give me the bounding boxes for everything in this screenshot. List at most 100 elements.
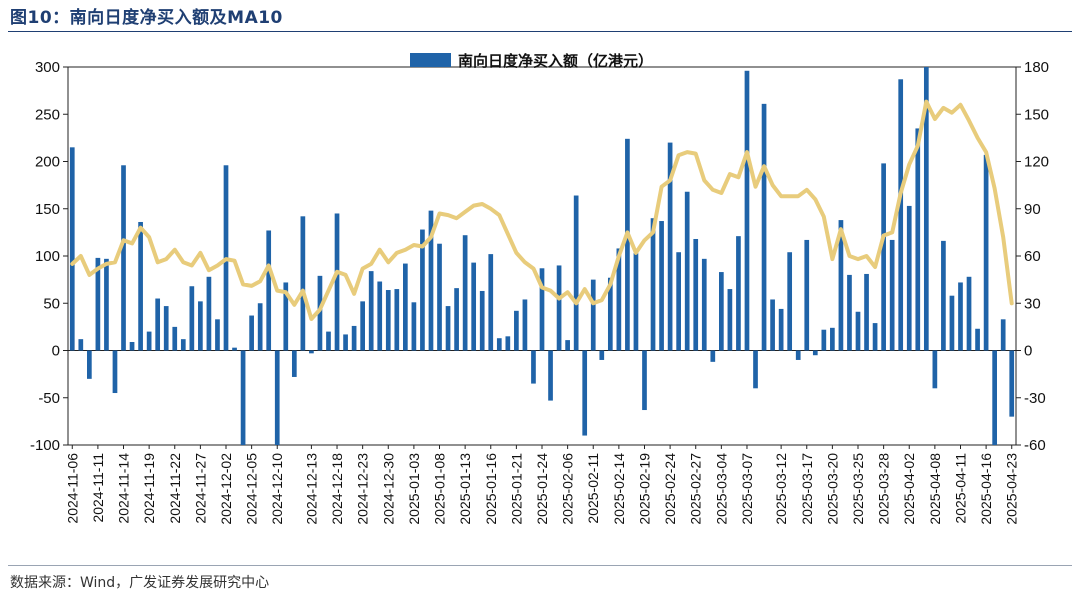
x-axis-tick-label: 2025-01-08 bbox=[432, 453, 448, 525]
bar bbox=[411, 302, 417, 351]
legend-swatch-bar bbox=[410, 53, 451, 67]
legend-label-daily-net-buy: 南向日度净买入额（亿港元） bbox=[458, 52, 653, 70]
bar bbox=[514, 310, 519, 351]
bar bbox=[727, 289, 733, 351]
bar bbox=[462, 235, 468, 351]
left-axis-tick-label: 0 bbox=[52, 343, 60, 360]
plot-frame bbox=[67, 66, 1017, 446]
bar bbox=[539, 268, 545, 351]
bar bbox=[479, 290, 485, 351]
x-axis-tick-label: 2025-01-24 bbox=[534, 453, 550, 525]
bar bbox=[556, 265, 562, 351]
bar bbox=[753, 350, 758, 389]
bar bbox=[966, 276, 972, 351]
bar bbox=[180, 339, 186, 351]
bar bbox=[496, 338, 502, 351]
bar bbox=[360, 301, 365, 351]
bar bbox=[923, 67, 929, 351]
x-axis-tick-label: 2025-02-14 bbox=[611, 453, 627, 525]
bar bbox=[983, 154, 989, 351]
bar bbox=[590, 279, 596, 351]
ma10-line bbox=[70, 99, 1014, 321]
x-axis-tick-label: 2025-01-21 bbox=[508, 453, 524, 525]
x-axis-tick-label: 2025-02-24 bbox=[662, 453, 678, 525]
bar bbox=[616, 248, 622, 351]
bar bbox=[881, 163, 886, 351]
bar bbox=[87, 350, 92, 379]
bar-series-daily-net-buy bbox=[69, 67, 1015, 445]
right-axis-tick-label: 180 bbox=[1024, 59, 1049, 76]
bar bbox=[607, 277, 613, 351]
bar bbox=[1000, 319, 1006, 351]
bar bbox=[710, 350, 716, 362]
x-axis-tick-label: 2024-12-23 bbox=[355, 453, 371, 525]
bar bbox=[548, 350, 553, 401]
bar bbox=[812, 350, 818, 356]
bar bbox=[744, 70, 750, 351]
bar bbox=[189, 286, 195, 351]
bar bbox=[163, 306, 169, 351]
bar bbox=[240, 350, 246, 445]
bar bbox=[155, 298, 161, 351]
bar bbox=[830, 327, 835, 351]
x-axis-tick-label: 2025-04-11 bbox=[952, 453, 968, 524]
bar bbox=[351, 325, 357, 351]
bar bbox=[804, 239, 810, 351]
bar bbox=[975, 328, 980, 351]
right-axis-tick-label: 60 bbox=[1024, 248, 1041, 265]
bar bbox=[206, 276, 212, 351]
bar bbox=[864, 273, 869, 351]
bar bbox=[573, 195, 579, 351]
bar bbox=[889, 239, 895, 351]
bar bbox=[736, 236, 741, 351]
left-axis-tick-label: 150 bbox=[35, 201, 60, 218]
x-axis-tick-label: 2025-03-20 bbox=[824, 453, 840, 525]
bar bbox=[146, 331, 152, 351]
left-axis-tick-label: 200 bbox=[35, 154, 60, 171]
bar bbox=[915, 128, 921, 351]
bar bbox=[676, 252, 681, 351]
x-axis-tick-label: 2025-03-28 bbox=[876, 453, 892, 525]
bar bbox=[949, 295, 955, 351]
x-axis-tick-label: 2024-11-11 bbox=[90, 453, 106, 523]
left-axis-tick-label: 300 bbox=[35, 59, 60, 76]
x-axis-tick-label: 2025-04-16 bbox=[978, 453, 994, 525]
bar bbox=[898, 79, 904, 351]
bar bbox=[420, 229, 425, 351]
bar bbox=[958, 282, 963, 351]
x-axis-tick-label: 2024-12-05 bbox=[244, 453, 260, 525]
bar bbox=[522, 299, 528, 351]
bar bbox=[1009, 350, 1015, 417]
bar bbox=[625, 138, 630, 351]
right-axis-tick-label: 90 bbox=[1024, 201, 1041, 218]
bar bbox=[847, 274, 852, 351]
right-axis-tick-label: -60 bbox=[1024, 437, 1046, 454]
x-axis-tick-label: 2025-04-02 bbox=[901, 453, 917, 525]
x-axis-tick-label: 2025-02-27 bbox=[688, 453, 704, 525]
bar bbox=[385, 290, 391, 351]
bar bbox=[403, 263, 408, 351]
bar bbox=[650, 218, 656, 351]
line-series-ma10 bbox=[70, 99, 1014, 321]
bar bbox=[95, 257, 101, 351]
left-axis-tick-label: -50 bbox=[38, 390, 60, 407]
bar bbox=[377, 281, 383, 351]
x-axis-tick-label: 2024-12-30 bbox=[380, 453, 396, 525]
x-axis-tick-label: 2024-11-27 bbox=[192, 453, 208, 524]
bar bbox=[257, 303, 263, 351]
bar bbox=[291, 350, 297, 377]
x-axis-tick-label: 2024-11-14 bbox=[116, 453, 132, 524]
bar bbox=[531, 350, 536, 384]
right-axis-tick-label: 150 bbox=[1024, 106, 1049, 123]
bar bbox=[488, 254, 494, 351]
right-axis-tick-label: 0 bbox=[1024, 343, 1032, 360]
x-axis-tick-label: 2025-01-16 bbox=[483, 453, 499, 525]
bar bbox=[906, 205, 912, 351]
bar bbox=[719, 272, 724, 351]
bar bbox=[283, 282, 289, 351]
bar bbox=[667, 142, 673, 351]
left-axis-tick-label: 250 bbox=[35, 106, 60, 123]
bar bbox=[274, 350, 280, 445]
x-axis-tick-label: 2025-02-19 bbox=[636, 453, 652, 525]
left-axis-tick-label: -100 bbox=[30, 437, 60, 454]
